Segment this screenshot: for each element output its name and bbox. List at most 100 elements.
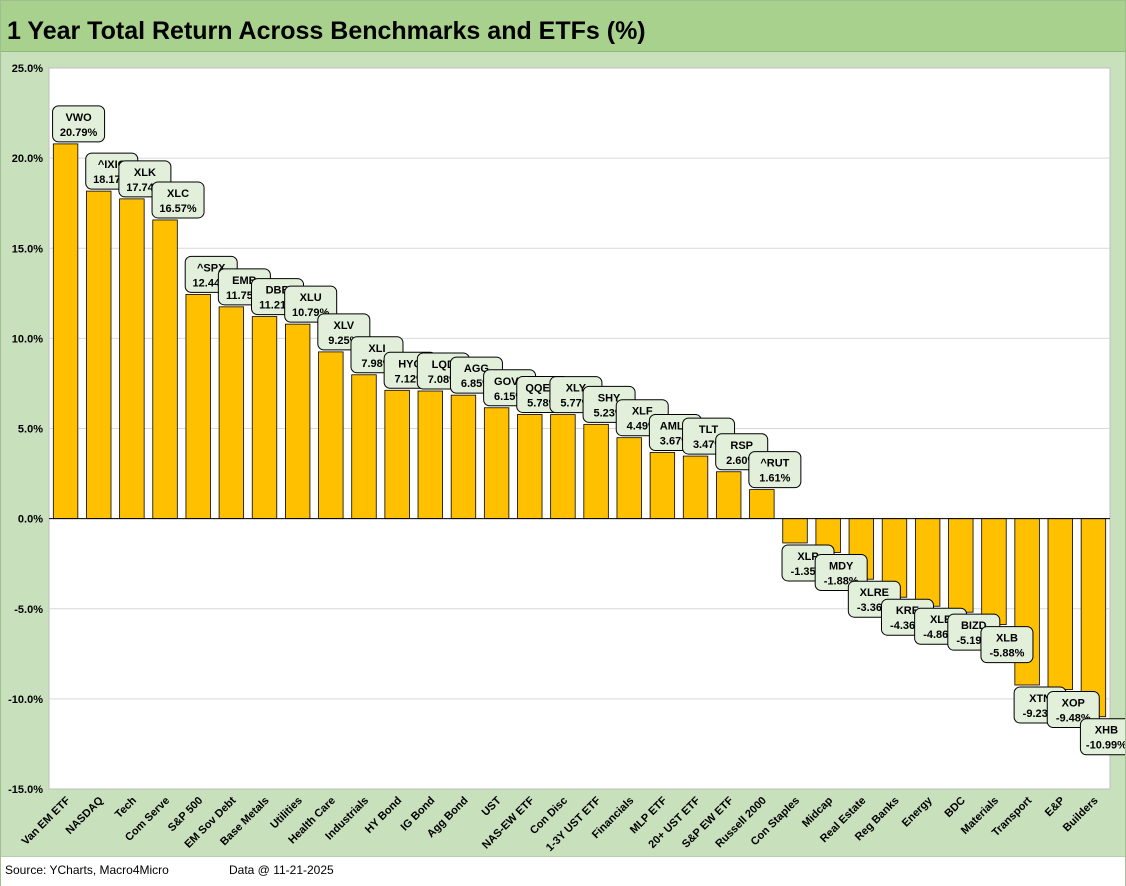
ticker-label: MDY xyxy=(829,561,854,573)
bar xyxy=(649,452,676,520)
ticker-label: XLK xyxy=(134,167,156,179)
ticker-label: XLY xyxy=(566,383,587,395)
ticker-label: XLC xyxy=(167,188,189,200)
bar xyxy=(285,323,311,520)
value-label: -5.88% xyxy=(990,648,1025,660)
value-label: 16.57% xyxy=(159,203,197,215)
ticker-label: LQD xyxy=(432,359,455,371)
bar xyxy=(782,518,808,544)
bar xyxy=(318,351,344,520)
ticker-label: XLE xyxy=(930,614,951,626)
data-label: ^RUT 1.61% xyxy=(748,451,802,489)
x-tick-label: Van EM ETF xyxy=(20,794,73,847)
bar xyxy=(682,455,709,520)
chart-title: 1 Year Total Return Across Benchmarks an… xyxy=(7,17,646,45)
ticker-label: XLB xyxy=(996,633,1018,645)
ticker-label: VWO xyxy=(65,112,92,124)
ticker-label: XLI xyxy=(368,343,385,355)
y-axis: 25.0% 20.0% 15.0% 10.0% 5.0% 0.0% -5.0% -10.0% -… xyxy=(8,63,43,796)
ticker-label: EMB xyxy=(232,275,257,287)
data-label-box xyxy=(151,181,205,219)
ticker-label: BIZD xyxy=(961,620,987,632)
data-label-box xyxy=(1079,718,1125,756)
ticker-label: HYG xyxy=(398,358,422,370)
bar xyxy=(1047,518,1073,690)
source-note: Source: YCharts, Macro4Micro xyxy=(5,863,169,877)
x-tick-label: HY Bond xyxy=(363,795,404,836)
ticker-label: XLU xyxy=(300,292,322,304)
y-tick-label: 15.0% xyxy=(12,243,43,255)
x-tick-label: UST xyxy=(480,794,504,818)
ticker-label: DBB xyxy=(266,285,290,297)
ticker-label: SHY xyxy=(598,392,621,404)
x-tick-label: Tech xyxy=(113,794,139,820)
bar xyxy=(351,374,377,520)
ticker-label: XLV xyxy=(334,320,355,332)
data-label-box xyxy=(52,105,106,143)
bar xyxy=(948,518,974,613)
bar xyxy=(914,518,941,607)
data-label-box xyxy=(748,451,802,489)
bar xyxy=(583,423,609,520)
bar xyxy=(550,414,576,520)
data-label-box xyxy=(284,285,338,323)
bar xyxy=(152,219,178,520)
bar xyxy=(716,471,742,520)
ticker-label: XOP xyxy=(1062,698,1085,710)
bar xyxy=(483,407,510,520)
x-tick-label: Builders xyxy=(1061,795,1101,835)
ticker-label: ^SPX xyxy=(197,262,226,274)
data-labels: VWO20.79%^IXIC18.17%XLK17.74%XLC16.57%^S… xyxy=(52,105,1125,756)
ticker-label: XTN xyxy=(1029,693,1051,705)
bar xyxy=(218,306,245,520)
ticker-label: XLRE xyxy=(860,587,889,599)
bar-chart: 25.0% 20.0% 15.0% 10.0% 5.0% 0.0% -5.0% -10.0% -… xyxy=(8,63,1125,854)
x-tick-label: Energy xyxy=(900,794,935,829)
ticker-label: XLF xyxy=(632,406,653,418)
ticker-label: KRE xyxy=(896,605,919,617)
ticker-label: XLP xyxy=(797,551,818,563)
value-label: 20.79% xyxy=(60,127,98,139)
y-tick-label: 0.0% xyxy=(18,514,43,526)
bar xyxy=(450,394,477,520)
value-label: 1.61% xyxy=(759,473,790,485)
x-tick-label: BDC xyxy=(943,795,968,820)
data-date: Data @ 11-21-2025 xyxy=(229,863,334,877)
ticker-label: ^RUT xyxy=(760,458,789,470)
ticker-label: RSP xyxy=(730,440,753,452)
y-tick-label: -10.0% xyxy=(8,694,43,706)
bar xyxy=(384,389,410,520)
ticker-label: TLT xyxy=(699,424,719,436)
bar xyxy=(749,489,775,520)
bar xyxy=(86,190,112,520)
bar xyxy=(52,143,79,520)
bar xyxy=(517,414,543,520)
data-label: XHB -10.99% xyxy=(1079,718,1125,756)
y-tick-label: 20.0% xyxy=(12,153,43,165)
footer: Source: YCharts, Macro4Micro Data @ 11-2… xyxy=(1,856,1125,886)
ticker-label: XHB xyxy=(1095,725,1118,737)
y-tick-label: -15.0% xyxy=(8,784,43,796)
bar xyxy=(119,198,145,520)
bar xyxy=(417,390,443,520)
y-tick-label: 10.0% xyxy=(12,333,43,345)
y-tick-label: 25.0% xyxy=(12,63,43,75)
data-label-box xyxy=(980,626,1034,664)
bar xyxy=(981,518,1007,626)
bar xyxy=(251,316,278,520)
y-tick-label: 5.0% xyxy=(18,424,43,436)
data-label: VWO 20.79% xyxy=(52,105,106,143)
bar xyxy=(616,437,642,520)
data-label: XLC 16.57% xyxy=(151,181,205,219)
y-tick-label: -5.0% xyxy=(14,604,43,616)
data-label: XLB -5.88% xyxy=(980,626,1034,664)
x-tick-label: E&P xyxy=(1043,795,1067,819)
ticker-label: AGG xyxy=(464,363,489,375)
title-band: 1 Year Total Return Across Benchmarks an… xyxy=(1,1,1125,52)
value-label: -10.99% xyxy=(1086,740,1125,752)
bar xyxy=(1080,518,1107,718)
bar xyxy=(185,293,211,520)
